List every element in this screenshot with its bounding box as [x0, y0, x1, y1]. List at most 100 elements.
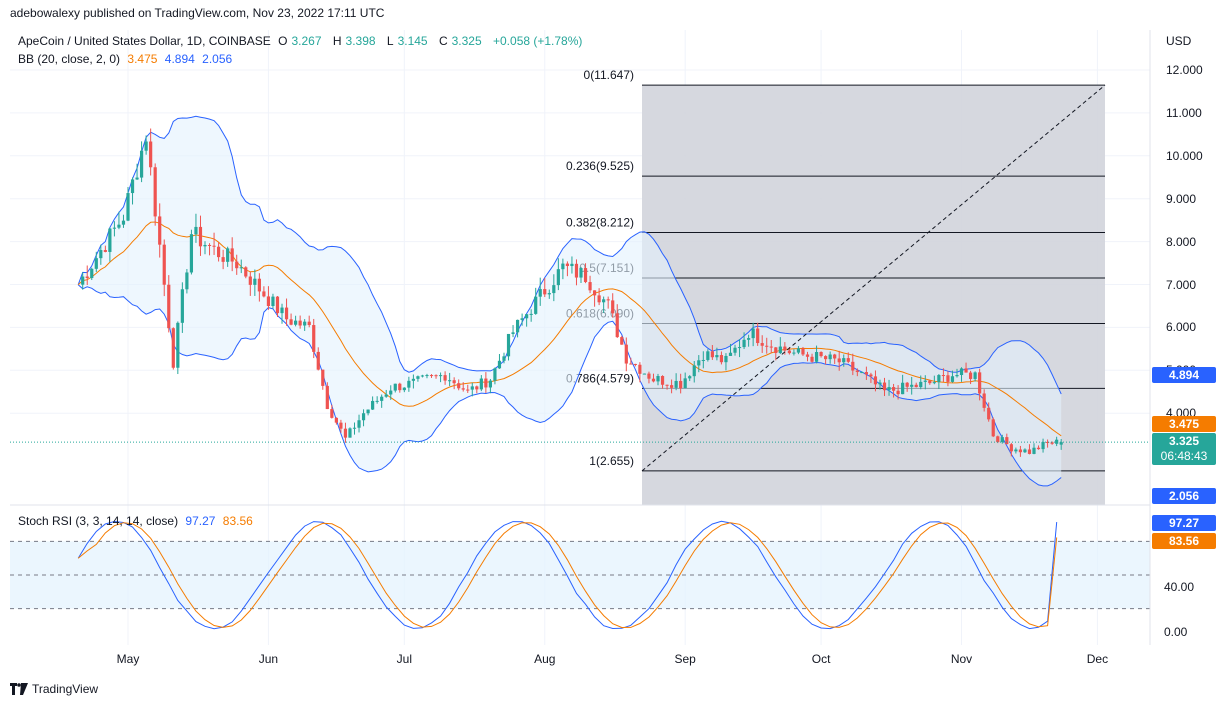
last-price-badge: 3.325 06:48:43 [1152, 433, 1216, 465]
candle-body [239, 267, 243, 269]
candle-body [914, 384, 918, 388]
candle-body [126, 193, 130, 221]
candle-body [692, 365, 696, 377]
candle-body [461, 388, 465, 390]
candle-body [217, 246, 221, 258]
candle-body [728, 352, 733, 356]
candle-body [230, 248, 234, 262]
candle-body [457, 383, 461, 389]
candle-body [950, 376, 955, 382]
candle-body [534, 296, 538, 314]
candle-body [928, 380, 932, 384]
candle-body [887, 387, 891, 391]
candle-body [814, 351, 819, 362]
candle-body [1059, 442, 1063, 445]
candle-body [891, 387, 896, 391]
bb-basis-value: 3.475 [127, 52, 158, 66]
stoch-d-value: 83.56 [222, 514, 253, 528]
tradingview-brand[interactable]: TradingView [10, 682, 98, 696]
bb-upper-value: 4.894 [164, 52, 195, 66]
candle-body [294, 320, 298, 325]
candle-body [1050, 442, 1054, 444]
candle-body [194, 226, 198, 235]
time-axis-label: May [117, 652, 140, 666]
candle-body [275, 296, 280, 314]
candle-body [207, 244, 212, 246]
candle-body [774, 347, 778, 354]
candle-body [325, 385, 329, 410]
candle-body [982, 393, 986, 408]
candle-body [733, 347, 737, 353]
candle-body [434, 375, 438, 377]
candle-body [371, 400, 375, 410]
tradingview-logo-icon [10, 683, 28, 695]
candle-body [244, 267, 248, 277]
candle-body [316, 351, 320, 370]
candle-body [198, 226, 203, 247]
fib-level-label: 0(11.647) [584, 68, 634, 82]
candle-body [257, 278, 261, 292]
candle-body [964, 368, 968, 373]
candle-body [443, 375, 447, 381]
candle-body [493, 368, 497, 381]
candle-body [670, 385, 674, 388]
fib-trend-line [641, 84, 1106, 472]
symbol-name[interactable]: ApeCoin / United States Dollar, 1D, COIN… [18, 34, 271, 48]
candle-body [846, 358, 850, 362]
candle-body [996, 436, 1000, 443]
candle-body [1055, 439, 1059, 444]
candle-body [647, 373, 651, 379]
time-axis-label: Aug [534, 652, 555, 666]
candle-body [783, 346, 787, 351]
candle-body [438, 375, 443, 377]
candle-body [525, 314, 529, 319]
stoch-legend: Stoch RSI (3, 3, 14, 14, close) 97.27 83… [18, 514, 257, 528]
candle-body [606, 299, 610, 301]
candle-body [724, 355, 728, 363]
candle-body [352, 427, 357, 429]
candle-body [833, 354, 837, 359]
bb-upper-badge: 4.894 [1152, 367, 1216, 383]
candle-body [94, 258, 98, 269]
candle-body [905, 382, 909, 387]
candle-body [1009, 444, 1013, 452]
candle-body [180, 289, 184, 323]
candle-body [112, 227, 117, 229]
candle-body [597, 295, 601, 303]
candle-body [615, 313, 619, 338]
candle-body [1014, 449, 1018, 452]
candle-body [633, 363, 637, 365]
bb-label[interactable]: BB (20, close, 2, 0) [18, 52, 121, 66]
close-value: 3.325 [451, 34, 482, 48]
candle-body [855, 370, 859, 373]
candle-body [339, 422, 343, 429]
price-tick: 9.000 [1166, 191, 1197, 206]
bollinger-lower-line [77, 284, 1062, 487]
candle-body [941, 375, 945, 377]
candle-body [529, 313, 533, 315]
candle-body [715, 355, 719, 358]
candle-body [864, 372, 868, 375]
candle-body [85, 276, 89, 279]
candle-body [869, 374, 873, 377]
symbol-legend: ApeCoin / United States Dollar, 1D, COIN… [18, 34, 583, 48]
candle-body [901, 382, 905, 395]
candle-body [837, 358, 841, 363]
candle-body [1023, 449, 1027, 453]
candle-body [629, 363, 633, 365]
stoch-label[interactable]: Stoch RSI (3, 3, 14, 14, close) [18, 514, 179, 528]
bb-basis-badge: 3.475 [1152, 416, 1216, 432]
time-axis-label: Dec [1087, 652, 1108, 666]
candle-body [348, 428, 352, 438]
time-axis-label: Jul [397, 652, 412, 666]
candle-body [135, 177, 139, 180]
bollinger-band-fill [78, 116, 1062, 486]
candle-body [801, 348, 805, 355]
candle-body [488, 380, 492, 388]
stoch-k-line [77, 520, 1058, 630]
candle-body [611, 300, 615, 314]
candle-body [176, 322, 180, 368]
candle-body [638, 364, 642, 374]
stoch-k-value: 97.27 [185, 514, 216, 528]
